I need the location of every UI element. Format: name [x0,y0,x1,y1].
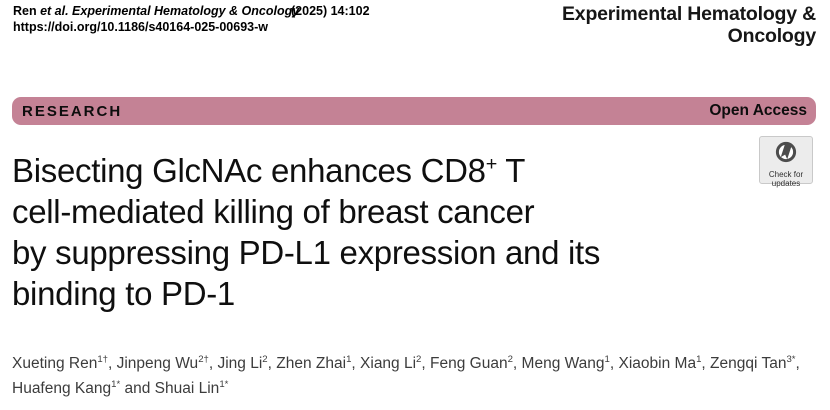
author-affiliation-superscript: 2 [262,353,268,365]
article-type-label: RESEARCH [22,102,123,120]
author-affiliation-superscript: 3* [786,353,796,365]
article-title: Bisecting GlcNAc enhances CD8+ T cell-me… [12,150,712,314]
author-affiliation-superscript: 1 [604,353,610,365]
author-name: Xiang Li [360,355,417,372]
author-affiliation-superscript: 1 [696,353,702,365]
author-affiliation-superscript: 2† [198,353,209,365]
crossmark-icon [774,141,798,169]
author-name: Jinpeng Wu [116,355,199,372]
journal-name-line2: Oncology [727,25,817,47]
research-banner: RESEARCH Open Access [12,97,816,125]
author-name: Zhen Zhai [276,355,347,372]
author-name: Huafeng Kang [12,380,112,397]
doi-link[interactable]: https://doi.org/10.1186/s40164-025-00693… [13,20,268,34]
author-name: Xiaobin Ma [618,355,697,372]
title-superscript-plus: + [485,153,498,175]
check-badge-line2: updates [771,179,801,188]
journal-name-line1: Experimental Hematology & [562,3,816,25]
author-affiliation-superscript: 1* [111,378,121,390]
open-access-label: Open Access [709,102,807,119]
title-line4: binding to PD-1 [12,275,235,312]
author-list: Xueting Ren1†, Jinpeng Wu2†, Jing Li2, Z… [12,353,800,397]
author-affiliation-superscript: 2 [507,353,513,365]
title-line1-pre: Bisecting GlcNAc enhances CD8 [12,152,486,189]
author-affiliation-superscript: 1 [346,353,352,365]
author-name: Zengqi Tan [710,355,787,372]
author-affiliation-superscript: 1† [97,353,108,365]
check-badge-line1: Check for [768,170,804,179]
author-name: Feng Guan [430,355,508,372]
citation-line: Ren et al. Experimental Hematology & Onc… [13,4,299,18]
title-line2: cell-mediated killing of breast cancer [12,193,535,230]
title-line1-post: T [496,152,526,189]
author-name: Jing Li [217,355,263,372]
citation-author: Ren [13,4,37,18]
author-name: Meng Wang [521,355,605,372]
journal-name: Experimental Hematology & Oncology [536,3,816,47]
author-affiliation-superscript: 1* [219,378,229,390]
citation-journal: et al. Experimental Hematology & Oncolog… [36,4,300,18]
author-affiliation-superscript: 2 [416,353,422,365]
citation-volume: (2025) 14:102 [291,4,370,18]
author-name: Shuai Lin [154,380,220,397]
check-for-updates-button[interactable]: Check for updates [759,136,813,188]
title-line3: by suppressing PD-L1 expression and its [12,234,601,271]
author-name: Xueting Ren [12,355,98,372]
